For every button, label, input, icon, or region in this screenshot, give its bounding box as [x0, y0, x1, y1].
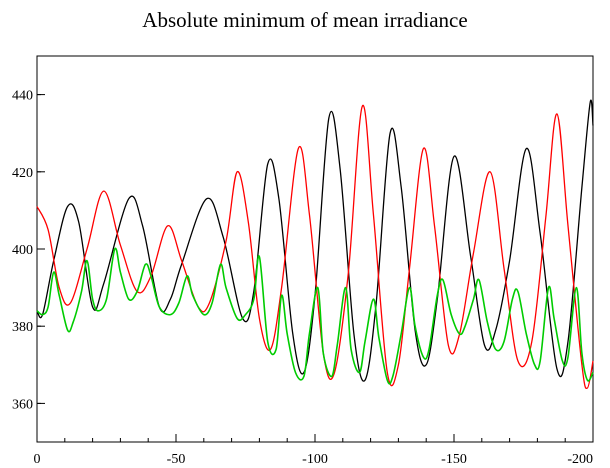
- series-black-line: [36, 99, 594, 382]
- x-tick-label: -200: [567, 452, 593, 467]
- y-tick-label: 360: [12, 397, 33, 412]
- plot-frame: [36, 55, 594, 443]
- x-tick-label: 0: [34, 452, 41, 467]
- series-green-line: [36, 247, 594, 385]
- x-tick-label: -150: [441, 452, 467, 467]
- y-tick-label: 400: [12, 243, 33, 258]
- y-tick-label: 420: [12, 166, 33, 181]
- y-tick-label: 440: [12, 89, 33, 104]
- x-tick-label: -100: [302, 452, 328, 467]
- chart-title: Absolute minimum of mean irradiance: [142, 8, 467, 32]
- axis-layer: 360 380 400 420 440 0 -50 -100 -150 -200: [12, 89, 594, 467]
- y-tick-label: 380: [12, 320, 33, 335]
- x-tick-label: -50: [167, 452, 186, 467]
- series-layer: [36, 99, 594, 390]
- series-red-line: [36, 104, 594, 390]
